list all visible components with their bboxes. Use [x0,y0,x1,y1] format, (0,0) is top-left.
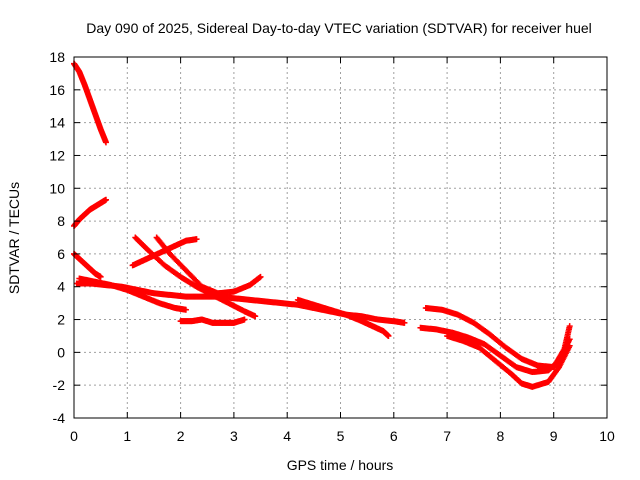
data-point-marker [566,323,573,330]
y-tick-label: 0 [57,344,65,360]
data-point-marker [97,273,104,280]
x-tick-label: 8 [497,428,505,444]
x-tick-label: 1 [123,428,131,444]
data-point-marker [241,316,248,323]
data-point-marker [252,313,259,320]
x-tick-label: 0 [70,428,78,444]
y-tick-label: 16 [49,82,65,98]
plot-frame [73,56,608,419]
x-tick-label: 7 [443,428,451,444]
y-tick-label: -4 [53,410,66,426]
series-track-3 [71,250,104,280]
x-tick-label: 10 [599,428,615,444]
x-tick-label: 6 [390,428,398,444]
y-tick-label: 18 [49,49,65,65]
data-point-marker [193,236,200,243]
series-track-13 [444,332,573,390]
data-point-marker [257,273,264,280]
series-track-9 [177,316,248,326]
y-tick-label: 14 [49,115,65,131]
y-tick-label: 8 [57,213,65,229]
series-track-10 [294,296,392,339]
data-point-marker [182,306,189,313]
data-point-marker [566,336,573,343]
series-track-2 [71,196,109,230]
x-tick-label: 5 [337,428,345,444]
chart-title: Day 090 of 2025, Sidereal Day-to-day VTE… [86,20,592,36]
series-track-12 [417,324,573,376]
y-tick-label: 12 [49,147,65,163]
data-point-marker [566,342,573,349]
x-tick-label: 3 [230,428,238,444]
series-track-8 [153,234,264,297]
y-tick-label: 2 [57,312,65,328]
data-point-marker [401,319,408,326]
data-point-marker [102,139,109,146]
data-point-marker [385,332,392,339]
y-tick-label: 10 [49,180,65,196]
x-axis-label: GPS time / hours [287,457,394,473]
x-tick-label: 9 [550,428,558,444]
grid-lines [74,57,607,418]
data-series [71,60,573,390]
y-tick-label: -2 [53,377,66,393]
x-tick-label: 4 [283,428,291,444]
series-track-11 [422,305,573,371]
y-tick-label: 6 [57,246,65,262]
series-track-5 [76,275,189,313]
series-track-1 [71,60,109,146]
y-axis-label: SDTVAR / TECUs [6,182,22,294]
x-tick-label: 2 [177,428,185,444]
data-point-marker [102,196,109,203]
y-tick-label: 4 [57,279,65,295]
